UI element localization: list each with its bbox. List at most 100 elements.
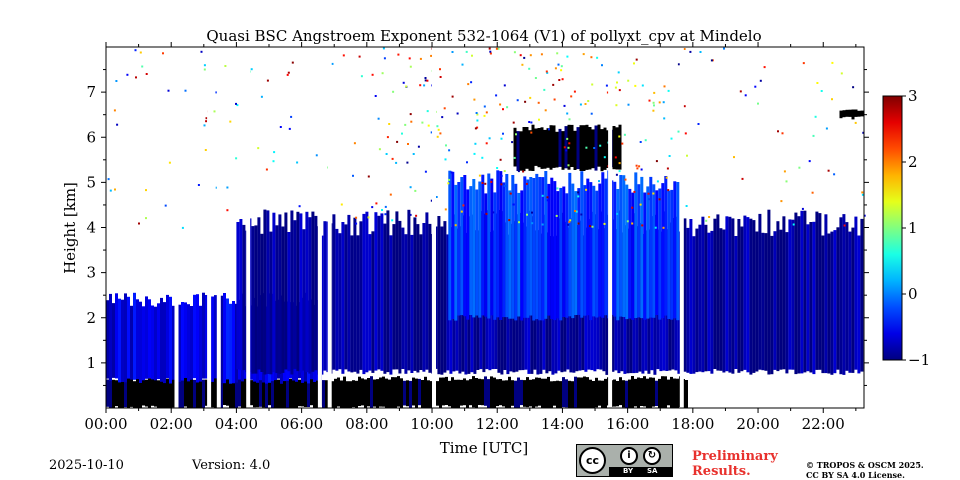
layer-column [516,131,520,171]
speckle [298,205,301,208]
layer-column [574,376,577,408]
speckle [388,123,391,125]
layer-column [244,377,247,408]
speckle [250,68,253,71]
layer-column [725,216,729,372]
layer-column [631,376,634,408]
layer-column [386,210,390,373]
speckle [529,96,532,99]
speckle [226,209,229,212]
layer-column [833,230,837,374]
noise-speckles [107,47,866,229]
speckle [389,193,392,196]
layer-column [184,376,187,407]
layer-column [385,378,388,408]
layer-column [616,381,619,407]
speckle [739,90,742,93]
speckle [367,175,370,178]
speckle [591,83,594,86]
layer-column [643,192,647,320]
speckle [627,79,630,82]
x-tick-label: 08:00 [345,415,388,433]
layer-column [564,126,568,169]
layer-column [716,214,720,371]
layer-column [734,236,738,369]
layer-column [788,219,792,370]
layer-column [797,216,801,374]
speckle [553,98,556,101]
layer-column [337,377,340,407]
speckle [430,199,433,202]
layer-column [391,377,394,408]
speckle [273,151,276,154]
layer-column [283,380,286,408]
layer-column [514,183,518,321]
layer-column [154,377,157,407]
speckle [521,63,524,66]
chart-title: Quasi BSC Angstroem Exponent 532-1064 (V… [206,27,761,45]
layer-column [839,217,843,375]
speckle [499,158,502,161]
speckle [407,143,409,145]
speckle [816,82,819,84]
layer-column [493,192,497,320]
layer-column [418,378,421,406]
layer-column [565,193,569,318]
speckle [530,121,533,124]
data-gap [246,47,251,408]
layer-column [299,213,303,373]
layer-column [836,227,840,370]
layer-column [121,299,124,382]
speckle [554,67,557,70]
layer-column [239,219,243,371]
layer-column [166,378,169,408]
speckle [665,176,668,179]
layer-column [577,377,580,408]
speckle [723,47,725,50]
layer-column [251,226,255,374]
speckle [476,119,479,122]
speckle [448,178,451,181]
data-gap [207,47,212,408]
layer-column [422,223,426,372]
layer-column [379,377,382,407]
speckle [577,195,580,198]
cc-icon: cc [579,447,606,474]
layer-column [338,233,342,370]
layer-column [265,376,268,408]
x-tick-label: 16:00 [606,415,649,433]
speckle [290,115,293,118]
layer-column [547,183,551,316]
layer-column [196,379,199,408]
layer-column [827,233,831,374]
layer-column [526,179,530,318]
layer-column [202,292,205,379]
layer-column [289,378,292,408]
speckle [229,120,232,123]
layer-column [310,377,313,406]
speckle [546,71,549,74]
layer-column [448,170,452,321]
layer-column [407,209,411,371]
layer-column [358,376,361,406]
layer-column [698,224,702,372]
speckle [606,91,609,94]
speckle [548,128,550,131]
speckle [113,109,116,112]
layer-column [511,380,514,406]
layer-column [472,179,476,318]
speckle [617,71,620,74]
speckle [654,226,657,229]
layer-column [202,379,205,408]
layer-column [392,224,396,370]
layer-column [347,214,351,372]
layer-column [824,214,828,374]
speckle [419,57,422,60]
speckle [512,203,515,206]
speckle [203,64,206,67]
layer-column [490,376,493,408]
speckle [623,133,626,136]
speckle [441,116,444,119]
speckle [408,57,411,60]
layer-column [613,181,617,317]
